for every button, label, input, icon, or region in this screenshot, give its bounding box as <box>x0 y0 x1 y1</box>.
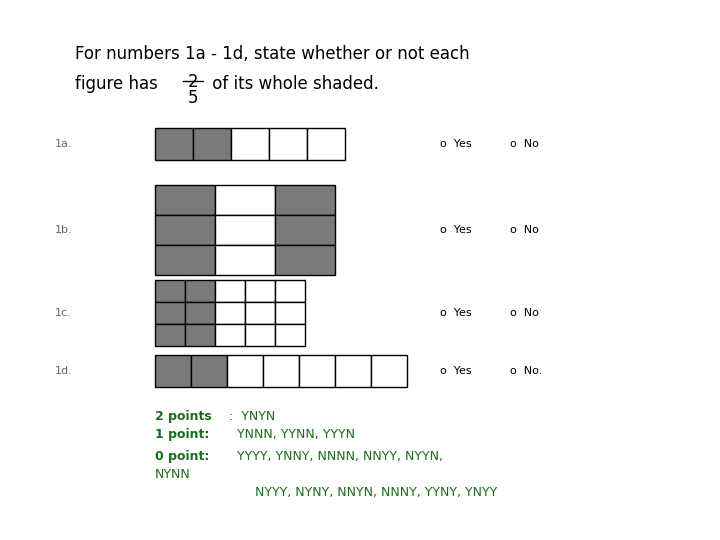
Bar <box>155 185 215 215</box>
Text: o  Yes: o Yes <box>440 225 472 235</box>
Text: o  No: o No <box>510 225 539 235</box>
Text: figure has: figure has <box>75 75 163 93</box>
Text: o  Yes: o Yes <box>440 308 472 318</box>
Bar <box>275 245 335 275</box>
Text: :  YNYN: : YNYN <box>229 410 275 423</box>
Bar <box>307 128 345 160</box>
Text: o  No.: o No. <box>510 366 542 376</box>
Text: o  Yes: o Yes <box>440 139 472 149</box>
Text: o  No: o No <box>510 308 539 318</box>
Bar <box>191 355 227 387</box>
Bar <box>371 355 407 387</box>
Bar <box>275 215 335 245</box>
Bar <box>215 302 245 324</box>
Text: 1a.: 1a. <box>55 139 73 149</box>
Bar <box>155 215 215 245</box>
Bar <box>275 185 335 215</box>
Text: YYYY, YNNY, NNNN, NNYY, NYYN,: YYYY, YNNY, NNNN, NNYY, NYYN, <box>229 450 443 463</box>
Text: For numbers 1a - 1d, state whether or not each: For numbers 1a - 1d, state whether or no… <box>75 45 469 63</box>
Bar <box>215 280 245 302</box>
Bar <box>215 245 275 275</box>
Bar <box>155 302 185 324</box>
Text: NYYY, NYNY, NNYN, NNNY, YYNY, YNYY: NYYY, NYNY, NNYN, NNNY, YYNY, YNYY <box>255 486 498 499</box>
Bar <box>245 302 275 324</box>
Text: o  Yes: o Yes <box>440 366 472 376</box>
Bar <box>155 245 215 275</box>
Bar <box>299 355 335 387</box>
Text: of its whole shaded.: of its whole shaded. <box>207 75 379 93</box>
Bar <box>335 355 371 387</box>
Text: o  No: o No <box>510 139 539 149</box>
Bar <box>215 215 275 245</box>
Bar <box>245 324 275 346</box>
Bar <box>275 324 305 346</box>
Bar <box>263 355 299 387</box>
Bar <box>155 280 185 302</box>
Bar <box>185 302 215 324</box>
Bar <box>155 128 193 160</box>
Bar <box>185 324 215 346</box>
Bar <box>215 324 245 346</box>
Text: 0 point:: 0 point: <box>155 450 210 463</box>
Text: YNNN, YYNN, YYYN: YNNN, YYNN, YYYN <box>229 428 355 441</box>
Text: 1c.: 1c. <box>55 308 72 318</box>
Bar <box>269 128 307 160</box>
Text: 5: 5 <box>188 89 198 107</box>
Text: 2 points: 2 points <box>155 410 212 423</box>
Bar <box>185 280 215 302</box>
Bar <box>231 128 269 160</box>
Bar <box>275 280 305 302</box>
Bar <box>275 302 305 324</box>
Bar <box>155 355 191 387</box>
Text: 1 point:: 1 point: <box>155 428 210 441</box>
Text: 2: 2 <box>188 73 198 91</box>
Text: 1d.: 1d. <box>55 366 73 376</box>
Bar <box>155 324 185 346</box>
Bar <box>193 128 231 160</box>
Text: NYNN: NYNN <box>155 468 191 481</box>
Text: 1b.: 1b. <box>55 225 73 235</box>
Bar <box>245 280 275 302</box>
Bar <box>227 355 263 387</box>
Bar <box>215 185 275 215</box>
